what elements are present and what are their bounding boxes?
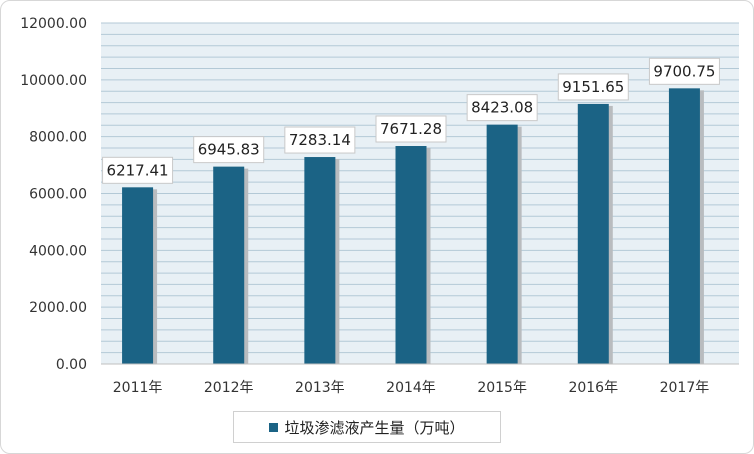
x-tick-label: 2015年 (477, 380, 527, 396)
y-tick-label: 2000.00 (29, 300, 87, 316)
data-label: 6217.41 (107, 161, 169, 179)
y-tick-label: 8000.00 (29, 130, 87, 146)
x-tick-label: 2011年 (113, 380, 163, 396)
y-tick-label: 4000.00 (29, 243, 87, 259)
x-tick-label: 2017年 (660, 380, 710, 396)
data-label: 9700.75 (653, 62, 715, 80)
data-label: 9151.65 (562, 78, 624, 96)
legend-swatch (269, 422, 279, 432)
legend-series-name: 垃圾渗滤液产生量（万吨） (284, 418, 465, 437)
bar (668, 88, 700, 364)
x-tick-label: 2014年 (386, 380, 436, 396)
x-axis-ticks: 2011年 2012年 2013年 2014年 2015年 2016年 2017年 (113, 380, 709, 396)
x-tick-label: 2016年 (568, 380, 618, 396)
data-label-box (284, 126, 356, 154)
x-tick-label: 2012年 (204, 380, 254, 396)
data-label: 7671.28 (380, 120, 442, 138)
bar (122, 187, 154, 364)
data-label-box (375, 115, 447, 143)
data-label: 8423.08 (471, 99, 533, 117)
data-label: 7283.14 (289, 131, 351, 149)
bar (486, 124, 518, 365)
x-tick-label: 2013年 (295, 380, 345, 396)
y-tick-label: 10000.00 (20, 73, 87, 89)
data-label: 6945.83 (198, 141, 260, 159)
bar (304, 157, 336, 364)
y-tick-label: 12000.00 (20, 16, 87, 32)
data-label-box (648, 57, 720, 85)
data-label-box (557, 73, 629, 101)
bar (213, 166, 245, 364)
bar (577, 103, 609, 364)
legend: 垃圾渗滤液产生量（万吨） (233, 411, 501, 443)
y-tick-label: 6000.00 (29, 187, 87, 203)
data-labels: 6217.41 6945.83 7283.14 7671.28 8423.08 9151.… (102, 57, 720, 184)
y-axis-ticks: 0.00 2000.00 4000.00 6000.00 8000.00 10000.00… (20, 16, 87, 373)
data-label-box (102, 156, 174, 184)
data-label-box (193, 136, 265, 164)
bars (122, 88, 704, 365)
bar (395, 146, 427, 364)
y-tick-label: 0.00 (56, 357, 87, 373)
data-label-box (466, 94, 538, 122)
